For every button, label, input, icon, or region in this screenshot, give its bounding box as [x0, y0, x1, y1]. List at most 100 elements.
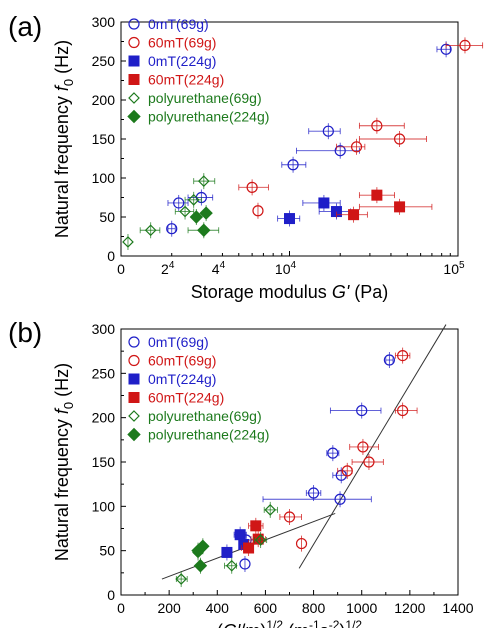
x-axis-label-exponent: 1/2 — [345, 618, 362, 628]
legend-marker — [128, 55, 140, 67]
x-axis-label-exponent: -1 — [309, 618, 320, 628]
data-point — [221, 546, 233, 558]
y-axis-label-unit: (Hz) — [52, 40, 72, 79]
y-axis-label-symbol: f — [52, 407, 72, 414]
data-point — [363, 456, 375, 468]
x-tick-label: 44 — [212, 260, 226, 277]
data-point — [357, 441, 369, 453]
x-tick-label: 105 — [443, 260, 465, 277]
x-tick-label: 1200 — [394, 600, 425, 616]
data-point — [318, 197, 330, 209]
data-point — [327, 447, 339, 459]
legend-label: 0mT(69g) — [148, 16, 209, 32]
y-tick-label: 0 — [107, 587, 115, 603]
x-axis-label-unit: (m — [283, 621, 309, 628]
x-axis-label-exponent: 1/2 — [266, 618, 283, 628]
legend-marker — [128, 392, 140, 403]
data-point — [166, 223, 178, 235]
data-point — [196, 539, 210, 553]
panel-label: (b) — [8, 317, 42, 348]
x-axis-label-symbol: G' — [332, 282, 350, 302]
x-tick-label: 24 — [161, 260, 175, 277]
data-point — [307, 487, 320, 499]
y-tick-label: 200 — [92, 92, 116, 108]
data-point — [283, 511, 296, 523]
legend-marker — [128, 336, 140, 348]
legend-marker — [128, 373, 140, 385]
y-tick-label: 300 — [92, 14, 116, 30]
data-point — [252, 533, 264, 545]
data-point — [243, 542, 255, 554]
plot-frame — [120, 328, 459, 596]
x-tick-label: 0 — [117, 261, 125, 277]
legend-marker — [128, 410, 140, 422]
series-3 — [240, 517, 266, 557]
series-4 — [122, 173, 216, 250]
y-axis-label: Natural frequency f0 (Hz) — [52, 363, 76, 561]
y-axis-label-subscript: 0 — [61, 402, 76, 409]
data-point — [371, 189, 383, 201]
series-4 — [175, 501, 278, 588]
x-tick-label: 600 — [254, 600, 278, 616]
x-tick-label: 104 — [275, 260, 297, 277]
data-point — [334, 493, 346, 505]
data-point — [199, 206, 213, 220]
y-tick-label: 250 — [92, 365, 116, 381]
data-point — [371, 120, 383, 132]
data-point — [225, 559, 238, 572]
legend-label: polyurethane(224g) — [148, 427, 269, 443]
data-point — [287, 159, 299, 171]
legend-label: 0mT(224g) — [148, 371, 216, 387]
legend: 0mT(69g) 60mT(69g) 0mT(224g) 60mT(224g) poly… — [127, 334, 269, 443]
data-point — [197, 175, 210, 187]
legend-marker — [128, 92, 140, 104]
legend-label: polyurethane(69g) — [148, 408, 262, 424]
data-point — [397, 404, 409, 417]
x-tick-label: 1400 — [442, 600, 473, 616]
data-point — [334, 145, 346, 157]
x-axis-label-unit: ) — [339, 621, 345, 628]
data-point — [264, 504, 277, 516]
data-point — [322, 125, 334, 137]
data-point — [250, 520, 262, 532]
legend-label: 0mT(224g) — [148, 53, 216, 69]
y-tick-label: 50 — [99, 543, 115, 559]
legend-label: 60mT(69g) — [148, 35, 216, 51]
y-tick-label: 100 — [92, 170, 116, 186]
y-tick-label: 100 — [92, 498, 116, 514]
data-point — [356, 404, 368, 417]
data-point — [187, 193, 200, 206]
legend-label: 60mT(224g) — [148, 390, 224, 406]
x-axis-label-unit: s — [320, 621, 329, 628]
legend-marker — [127, 427, 141, 442]
legend-label: 60mT(224g) — [148, 72, 224, 88]
x-tick-label-exponent: 4 — [220, 260, 226, 271]
y-axis-label-text: Natural frequency — [52, 91, 72, 238]
x-tick-label-exponent: 4 — [169, 260, 175, 271]
y-tick-label: 200 — [92, 410, 116, 426]
legend-marker — [128, 18, 140, 30]
x-axis-label: (G'/m)1/2 (m-1s-2)1/2 — [217, 618, 362, 628]
y-axis-label: Natural frequency f0 (Hz) — [52, 40, 76, 238]
legend-marker — [127, 109, 141, 124]
data-point — [393, 133, 406, 145]
data-point — [295, 537, 308, 550]
data-point — [197, 223, 211, 237]
x-axis-label-text: Storage modulus — [191, 282, 332, 302]
legend-label: 0mT(69g) — [148, 334, 209, 350]
series-1 — [238, 37, 484, 219]
y-axis-label-text: Natural frequency — [52, 414, 72, 561]
x-axis-label-text: /m) — [240, 621, 266, 628]
series-3 — [336, 187, 433, 223]
legend-label: polyurethane(224g) — [148, 109, 269, 125]
panel-b: 0 50 100 150 200 250 300 0 200 400 600 800 1000 1200 1… — [8, 317, 474, 628]
x-tick-label: 1000 — [346, 600, 377, 616]
data-point — [189, 210, 204, 224]
data-point — [397, 350, 409, 362]
x-axis-label-exponent: -2 — [329, 618, 340, 628]
y-axis-label-subscript: 0 — [61, 79, 76, 86]
series-1 — [279, 347, 418, 552]
legend-label: polyurethane(69g) — [148, 90, 262, 106]
data-point — [175, 573, 188, 585]
